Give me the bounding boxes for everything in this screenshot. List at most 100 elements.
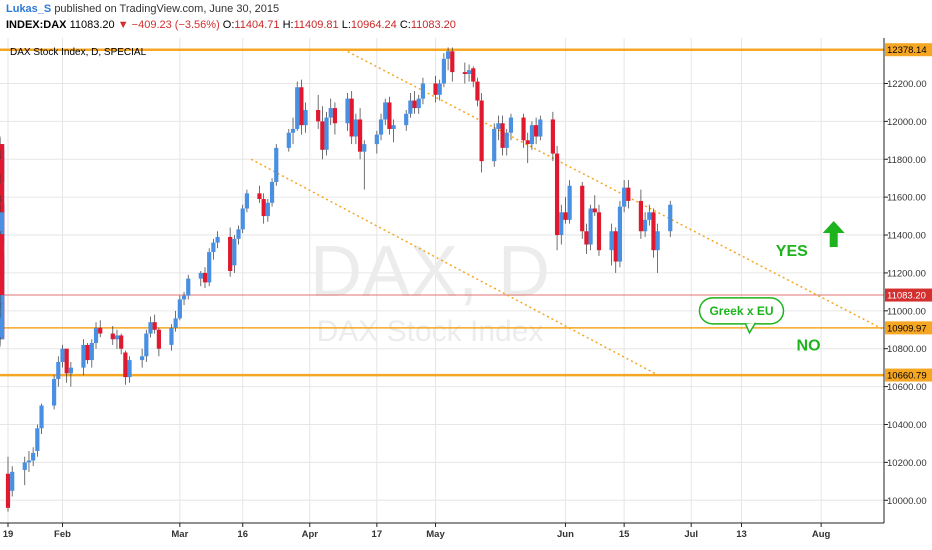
- candle-body: [609, 231, 614, 251]
- trend-channel: [250, 48, 885, 378]
- up-arrow-icon: [822, 221, 845, 248]
- candle-body: [521, 117, 526, 141]
- candle-body: [211, 242, 216, 253]
- annotation-no: NO: [797, 338, 821, 355]
- candle-body: [156, 329, 161, 349]
- candle-body: [152, 322, 157, 330]
- candle-body: [353, 119, 358, 137]
- y-tick-label: 10000.00: [887, 496, 927, 507]
- candle-body: [64, 348, 69, 374]
- level-label: 11083.20: [887, 291, 926, 302]
- candle-body: [420, 83, 426, 99]
- candle-body: [144, 333, 149, 357]
- candle-body: [437, 83, 442, 95]
- candle-body: [228, 236, 233, 272]
- y-tick-label: 10200.00: [887, 458, 927, 469]
- candle-body: [580, 185, 585, 232]
- watermark: DAX, D DAX Stock Index: [310, 232, 550, 348]
- watermark-symbol: DAX, D: [310, 232, 550, 312]
- horizontal-levels: [0, 48, 884, 377]
- candle-body: [328, 108, 333, 118]
- candle-body: [563, 212, 568, 220]
- candle-body: [504, 132, 509, 148]
- candle-body: [26, 460, 32, 463]
- candle-body: [651, 212, 656, 251]
- candle-body: [177, 299, 182, 319]
- author-link[interactable]: Lukas_S: [6, 3, 52, 15]
- candle-body: [173, 318, 178, 328]
- candle-body: [244, 193, 250, 209]
- candle-body: [261, 199, 266, 217]
- candle-body: [5, 473, 11, 508]
- candle-body: [445, 51, 451, 59]
- candle-body: [207, 252, 212, 283]
- x-tick-label: 16: [237, 529, 248, 540]
- candle-body: [450, 51, 455, 73]
- candle-body: [613, 231, 618, 262]
- candle-body: [81, 344, 86, 368]
- candle-body: [567, 185, 572, 220]
- candle-body: [236, 229, 241, 239]
- candle-body: [508, 117, 514, 133]
- level-label-bg: [885, 321, 932, 335]
- candlestick-chart[interactable]: DAX, D DAX Stock Index YES NO Greek x EU D…: [0, 38, 932, 550]
- price-change: ▼ −409.23 (−3.56%): [117, 19, 220, 31]
- candle-body: [290, 128, 296, 133]
- candle-body: [295, 87, 300, 129]
- candle-body: [475, 81, 480, 101]
- candle-body: [0, 234, 5, 296]
- candle-body: [622, 187, 627, 207]
- candle-body: [0, 144, 5, 156]
- candle-body: [0, 159, 5, 184]
- candle-body: [374, 134, 379, 145]
- candle-body: [10, 471, 15, 491]
- candle-body: [668, 204, 673, 232]
- level-label: 12378.14: [887, 45, 927, 56]
- candle-body: [148, 322, 153, 334]
- candle-body: [500, 123, 505, 148]
- low-label: L:: [341, 19, 351, 31]
- candle-body: [387, 102, 392, 129]
- candle-body: [638, 200, 643, 232]
- candle-body: [68, 367, 73, 374]
- candle-body: [626, 187, 631, 201]
- candle-body: [554, 153, 560, 236]
- y-tick-label: 11800.00: [887, 155, 926, 166]
- low-value: 10964.24: [350, 19, 397, 31]
- candle-body: [408, 100, 413, 114]
- y-tick-label: 12000.00: [887, 117, 927, 128]
- published-text: published on TradingView.com, June 30, 2…: [54, 3, 280, 15]
- candle-body: [52, 379, 57, 406]
- candle-body: [416, 98, 421, 109]
- level-labels: 12378.14 11083.20 10909.97 10660.79: [885, 43, 932, 382]
- candle-body: [471, 68, 476, 82]
- y-tick-label: 11200.00: [887, 268, 926, 279]
- symbol-label: INDEX:DAX: [6, 19, 67, 31]
- y-tick-label: 11600.00: [887, 193, 926, 204]
- candle-body: [232, 238, 237, 266]
- x-tick-label: Jun: [557, 529, 574, 540]
- candle-body: [98, 327, 103, 334]
- candle-body: [286, 132, 291, 148]
- candle-body: [316, 109, 321, 122]
- chart-background: [0, 38, 932, 550]
- candle-body: [257, 193, 262, 200]
- candle-body: [89, 343, 94, 361]
- candle-body: [169, 327, 174, 345]
- candle-body: [332, 108, 338, 124]
- candle-body: [534, 125, 539, 137]
- candle-body: [529, 125, 535, 145]
- candle-body: [596, 212, 602, 251]
- candle-body: [412, 100, 417, 109]
- callout-text: Greek x EU: [709, 304, 773, 318]
- greek-eu-callout: Greek x EU: [698, 297, 785, 335]
- candle-body: [642, 219, 648, 232]
- x-tick-label: Apr: [302, 529, 319, 540]
- watermark-name: DAX Stock Index: [317, 315, 544, 348]
- candle-body: [584, 231, 589, 245]
- annotations: YES NO Greek x EU: [698, 221, 845, 355]
- publish-line: Lukas_S published on TradingView.com, Ju…: [6, 3, 279, 15]
- candle-body: [550, 119, 555, 154]
- x-tick-label: Feb: [54, 529, 71, 540]
- candle-body: [56, 361, 61, 380]
